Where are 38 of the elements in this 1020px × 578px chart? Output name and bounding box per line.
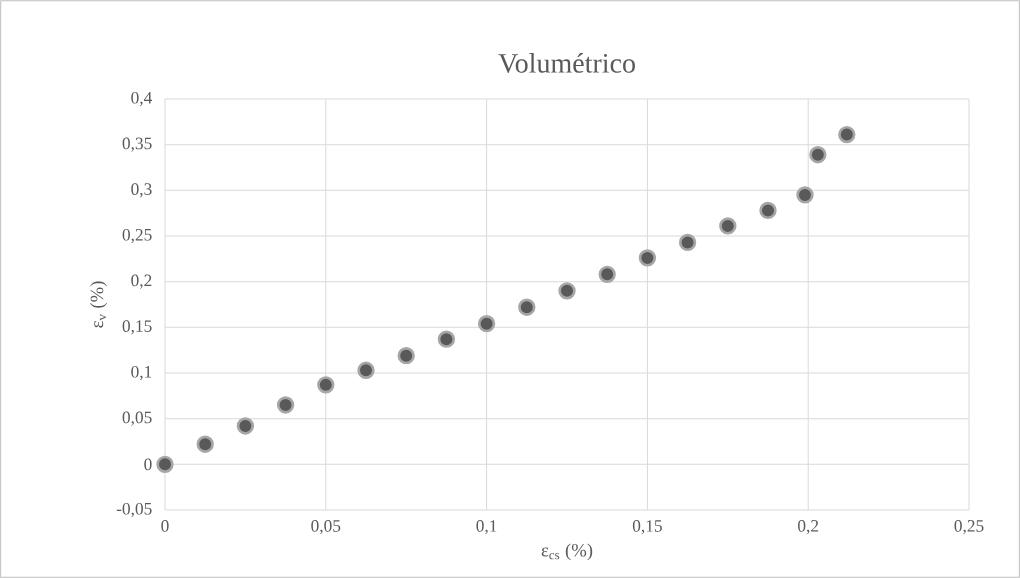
point [437, 330, 456, 348]
point [759, 201, 777, 220]
y-tick-label: 0,05 [122, 411, 152, 426]
x-axis-title: ε$_{cs}$ (%) [541, 543, 593, 561]
point [796, 186, 814, 204]
x-tick-label: 0,05 [311, 520, 341, 535]
x-tick-label: 0,25 [954, 520, 984, 535]
point [558, 282, 576, 300]
point [598, 265, 616, 284]
point [357, 361, 375, 379]
point [276, 396, 295, 414]
point [236, 417, 255, 435]
y-tick-label: 0,25 [122, 228, 152, 244]
y-tick-label: 0 [144, 458, 152, 471]
point [809, 146, 827, 164]
chart-title: Volumétrico [498, 53, 635, 73]
y-tick-label: 0,2 [131, 274, 152, 289]
point [678, 233, 697, 252]
x-tick-label: 0 [161, 520, 169, 532]
y-tick-label: 0,35 [122, 137, 152, 152]
point [838, 125, 856, 144]
point [156, 455, 174, 474]
y-tick-label: 0,3 [131, 183, 152, 198]
point [719, 217, 737, 235]
point [317, 376, 335, 394]
x-tick-label: 0,2 [798, 520, 819, 535]
point [196, 435, 214, 453]
x-tick-label: 0,1 [476, 520, 497, 535]
y-tick-label: 0,15 [122, 320, 152, 335]
y-tick-label: 0,4 [131, 91, 153, 107]
x-tick-label: 0,15 [632, 520, 662, 535]
point [638, 249, 657, 267]
y-tick-label: -0,05 [116, 502, 152, 518]
point [397, 346, 415, 365]
point [477, 315, 496, 333]
point [518, 298, 536, 316]
y-axis-title: ε$_{v}$ (%) [90, 281, 108, 328]
y-tick-label: 0,1 [131, 365, 152, 381]
